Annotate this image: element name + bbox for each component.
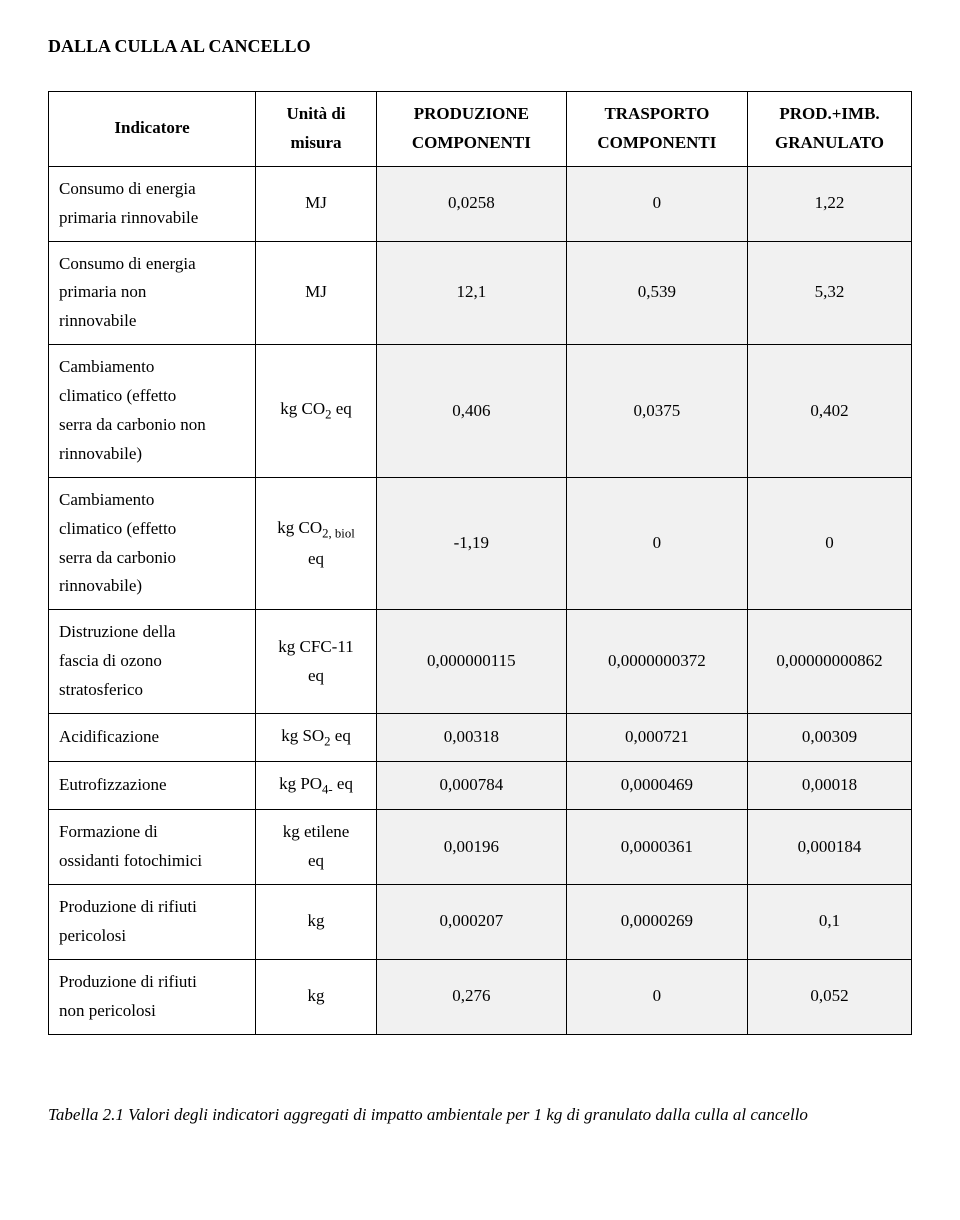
row-value: 5,32 [748,241,912,345]
row-value: 0,0375 [566,345,747,478]
row-value: 0,0000361 [566,810,747,885]
row-value: 0,000721 [566,714,747,762]
col-indicator: Indicatore [49,92,256,167]
row-value: 0,00000000862 [748,610,912,714]
row-value: 0,402 [748,345,912,478]
row-value: 0 [566,959,747,1034]
row-label: Formazione diossidanti fotochimici [49,810,256,885]
col-granulate: PROD.+IMB.GRANULATO [748,92,912,167]
row-unit: kg [256,959,377,1034]
row-label: Produzione di rifiutipericolosi [49,884,256,959]
row-value: -1,19 [376,477,566,610]
row-label: Cambiamentoclimatico (effettoserra da ca… [49,477,256,610]
row-value: 0,000784 [376,762,566,810]
row-value: 0,0000469 [566,762,747,810]
row-label: Consumo di energiaprimaria nonrinnovabil… [49,241,256,345]
row-value: 0,052 [748,959,912,1034]
col-unit: Unità dimisura [256,92,377,167]
row-unit: kg CO2, bioleq [256,477,377,610]
row-value: 0 [748,477,912,610]
row-value: 12,1 [376,241,566,345]
table-row: Consumo di energiaprimaria rinnovabile M… [49,166,912,241]
table-row: Cambiamentoclimatico (effettoserra da ca… [49,345,912,478]
table-row: Consumo di energiaprimaria nonrinnovabil… [49,241,912,345]
row-unit: kg etileneeq [256,810,377,885]
row-unit: kg SO2 eq [256,714,377,762]
row-value: 0,00309 [748,714,912,762]
table-row: Produzione di rifiutipericolosi kg 0,000… [49,884,912,959]
table-caption: Tabella 2.1 Valori degli indicatori aggr… [48,1105,912,1125]
row-value: 0,000184 [748,810,912,885]
table-row: Produzione di rifiutinon pericolosi kg 0… [49,959,912,1034]
col-transport: TRASPORTOCOMPONENTI [566,92,747,167]
row-unit: kg [256,884,377,959]
table-row: Eutrofizzazione kg PO4- eq 0,000784 0,00… [49,762,912,810]
row-label: Cambiamentoclimatico (effettoserra da ca… [49,345,256,478]
row-value: 0 [566,166,747,241]
row-value: 0,00196 [376,810,566,885]
row-value: 1,22 [748,166,912,241]
table-row: Cambiamentoclimatico (effettoserra da ca… [49,477,912,610]
page-title: DALLA CULLA AL CANCELLO [48,36,912,57]
table-row: Formazione diossidanti fotochimici kg et… [49,810,912,885]
impact-table: Indicatore Unità dimisura PRODUZIONECOMP… [48,91,912,1035]
row-value: 0,000000115 [376,610,566,714]
table-row: Acidificazione kg SO2 eq 0,00318 0,00072… [49,714,912,762]
row-unit: kg PO4- eq [256,762,377,810]
row-unit: MJ [256,166,377,241]
row-label: Distruzione dellafascia di ozonostratosf… [49,610,256,714]
row-value: 0,0000269 [566,884,747,959]
table-row: Distruzione dellafascia di ozonostratosf… [49,610,912,714]
row-unit: kg CFC-11eq [256,610,377,714]
row-value: 0,1 [748,884,912,959]
row-value: 0,0258 [376,166,566,241]
row-value: 0,276 [376,959,566,1034]
row-unit: kg CO2 eq [256,345,377,478]
row-label: Consumo di energiaprimaria rinnovabile [49,166,256,241]
row-label: Eutrofizzazione [49,762,256,810]
row-value: 0,0000000372 [566,610,747,714]
row-value: 0,00318 [376,714,566,762]
row-label: Acidificazione [49,714,256,762]
row-value: 0 [566,477,747,610]
row-value: 0,406 [376,345,566,478]
row-value: 0,539 [566,241,747,345]
row-value: 0,000207 [376,884,566,959]
table-header-row: Indicatore Unità dimisura PRODUZIONECOMP… [49,92,912,167]
row-label: Produzione di rifiutinon pericolosi [49,959,256,1034]
row-value: 0,00018 [748,762,912,810]
col-production: PRODUZIONECOMPONENTI [376,92,566,167]
row-unit: MJ [256,241,377,345]
